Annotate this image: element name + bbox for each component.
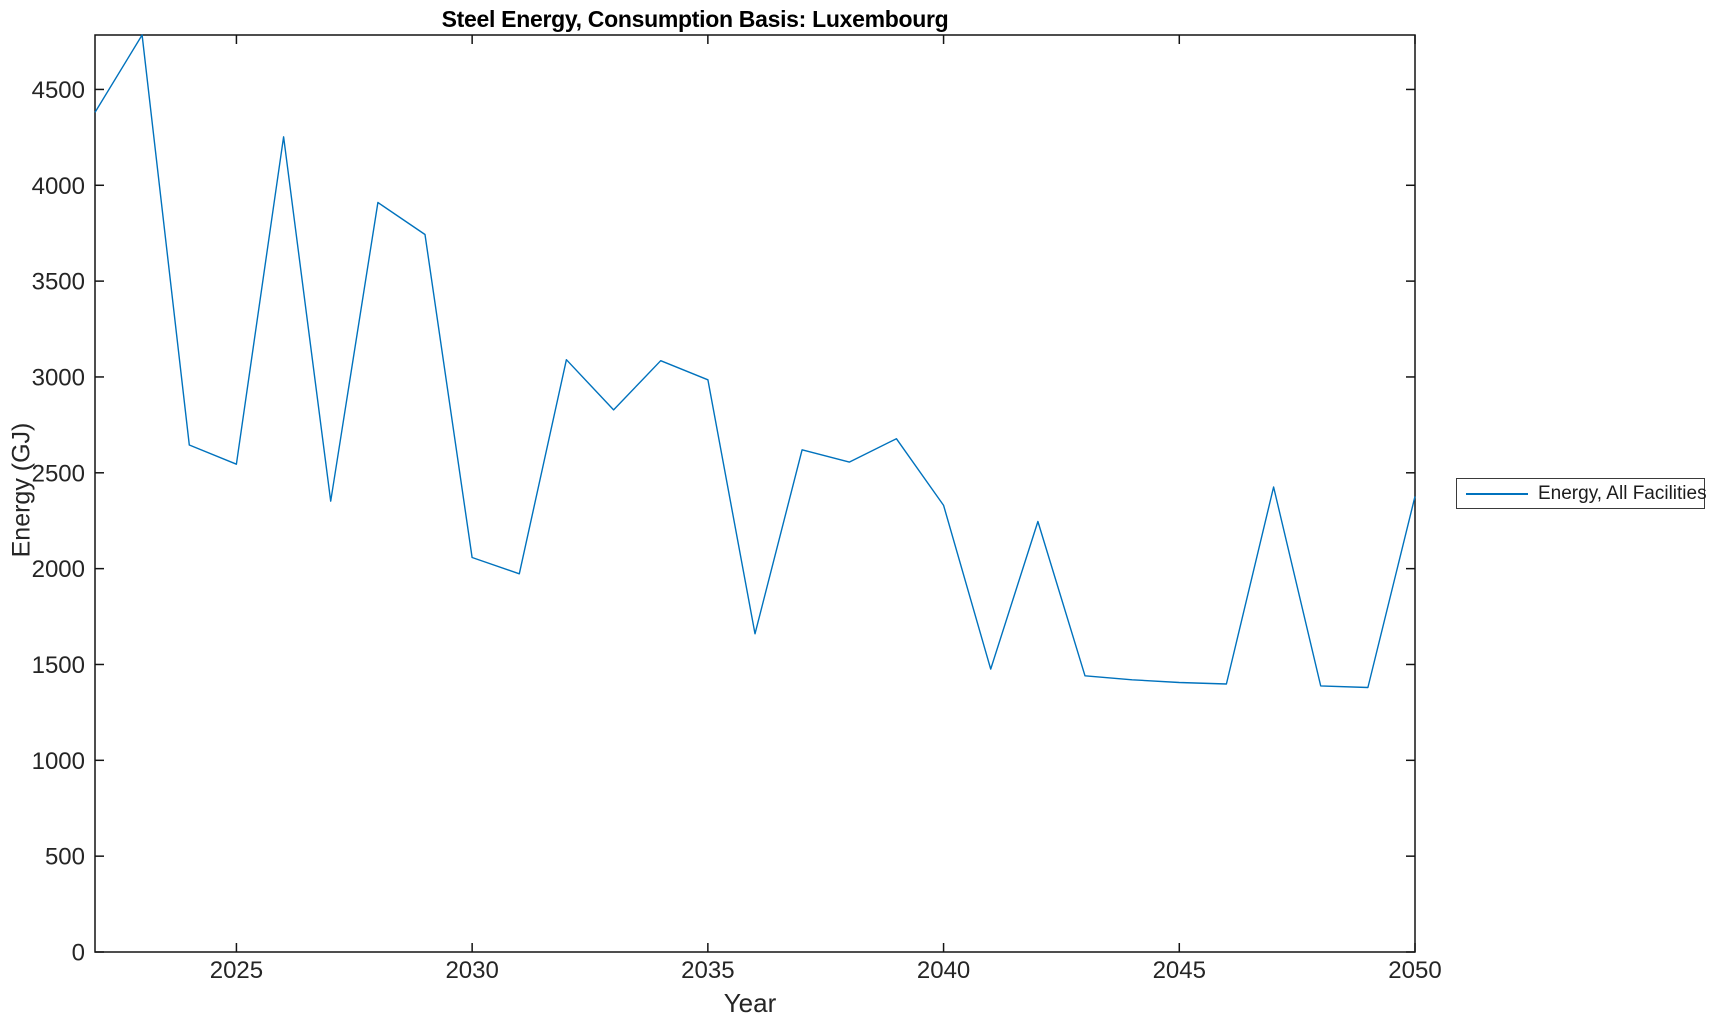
x-tick-label: 2025 xyxy=(210,957,263,984)
y-tick-label: 1500 xyxy=(32,652,85,679)
x-tick-label: 2035 xyxy=(681,957,734,984)
data-line xyxy=(94,34,1416,689)
x-tick-label: 2045 xyxy=(1153,957,1206,984)
y-axis-label: Energy (GJ) xyxy=(7,422,36,558)
chart-title: Steel Energy, Consumption Basis: Luxembo… xyxy=(441,6,949,32)
y-tick-label: 2500 xyxy=(32,460,85,487)
y-tick-label: 2000 xyxy=(32,556,85,583)
legend-line-sample xyxy=(1466,492,1528,495)
y-tick-label: 500 xyxy=(45,844,85,871)
legend: Energy, All Facilities xyxy=(1456,478,1707,509)
x-axis-label: Year xyxy=(723,988,777,1018)
y-tick-label: 4500 xyxy=(32,77,85,104)
x-tick-label: 2030 xyxy=(445,957,498,984)
y-tick-label: 0 xyxy=(72,940,85,967)
y-tick-label: 3500 xyxy=(32,269,85,296)
x-tick-label: 2040 xyxy=(917,957,970,984)
axes-box xyxy=(94,34,1416,953)
legend-label: Energy, All Facilities xyxy=(1538,482,1707,504)
x-tick-label: 2050 xyxy=(1388,957,1441,984)
y-tick-label: 4000 xyxy=(32,173,85,200)
y-tick-label: 3000 xyxy=(32,364,85,391)
y-tick-label: 1000 xyxy=(32,748,85,775)
